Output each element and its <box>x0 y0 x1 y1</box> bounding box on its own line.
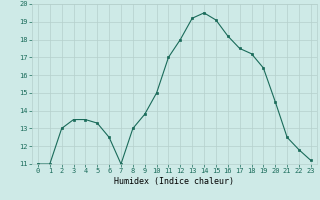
X-axis label: Humidex (Indice chaleur): Humidex (Indice chaleur) <box>115 177 234 186</box>
